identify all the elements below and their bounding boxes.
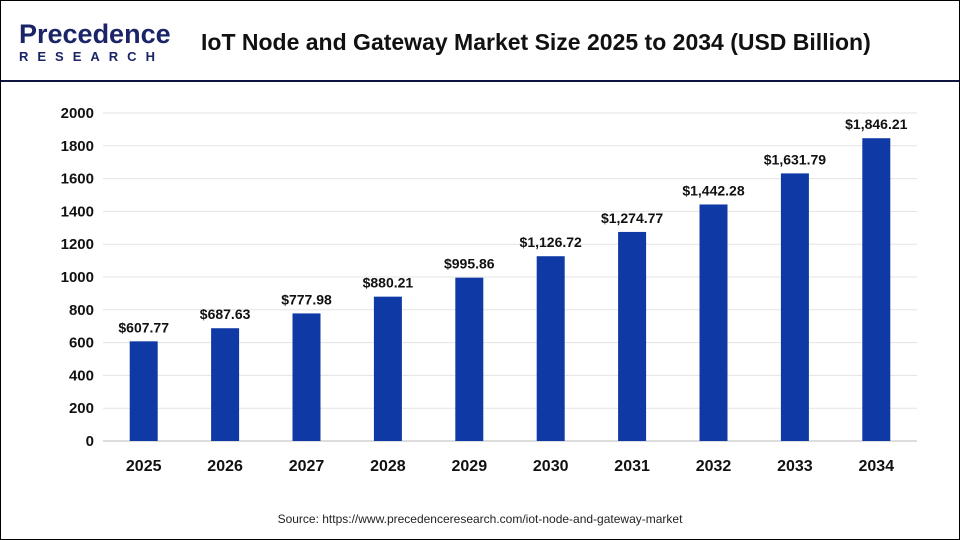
- y-tick-label: 600: [69, 335, 94, 352]
- bar-2028: [373, 296, 402, 441]
- data-label: $607.77: [118, 319, 169, 335]
- x-tick-label: 2030: [533, 458, 569, 475]
- y-tick-label: 400: [69, 367, 94, 384]
- bar-2032: [699, 204, 728, 441]
- logo-line2: RESEARCH: [19, 49, 164, 64]
- bar-2027: [292, 313, 321, 441]
- bar-2025: [129, 341, 158, 441]
- x-tick-label: 2025: [126, 458, 162, 475]
- y-tick-label: 0: [86, 433, 94, 450]
- data-label: $777.98: [281, 291, 332, 307]
- data-label: $1,442.28: [682, 182, 744, 198]
- x-tick-label: 2033: [777, 458, 813, 475]
- y-tick-label: 800: [69, 302, 94, 319]
- precedence-research-logo: Precedence RESEARCH: [19, 19, 171, 65]
- y-tick-label: 2000: [61, 105, 94, 122]
- bar-2034: [862, 138, 891, 441]
- bar-2030: [536, 256, 565, 441]
- y-tick-label: 1600: [61, 171, 94, 188]
- source-text: Source: https://www.precedenceresearch.c…: [277, 512, 683, 526]
- bar-2033: [780, 173, 809, 441]
- data-label: $1,631.79: [764, 151, 826, 167]
- bar-2031: [618, 231, 647, 441]
- data-label: $880.21: [363, 275, 414, 291]
- data-label: $995.86: [444, 256, 495, 272]
- x-tick-label: 2028: [370, 458, 406, 475]
- x-tick-label: 2027: [289, 458, 325, 475]
- y-tick-label: 1400: [61, 203, 94, 220]
- chart-title: IoT Node and Gateway Market Size 2025 to…: [201, 29, 871, 55]
- header: Precedence RESEARCH IoT Node and Gateway…: [1, 1, 959, 82]
- y-tick-label: 1800: [61, 138, 94, 155]
- bar-2029: [455, 277, 484, 441]
- data-label: $1,274.77: [601, 210, 663, 226]
- y-tick-label: 200: [69, 400, 94, 417]
- x-tick-label: 2032: [696, 458, 732, 475]
- x-tick-label: 2029: [452, 458, 488, 475]
- data-label: $1,126.72: [520, 234, 582, 250]
- x-tick-label: 2034: [859, 458, 895, 475]
- bar-2026: [211, 328, 240, 441]
- data-label: $1,846.21: [845, 116, 907, 132]
- y-tick-label: 1000: [61, 269, 94, 286]
- x-tick-label: 2026: [207, 458, 243, 475]
- logo-line1: Precedence: [19, 19, 171, 49]
- y-tick-label: 1200: [61, 236, 94, 253]
- data-label: $687.63: [200, 306, 251, 322]
- x-tick-label: 2031: [614, 458, 650, 475]
